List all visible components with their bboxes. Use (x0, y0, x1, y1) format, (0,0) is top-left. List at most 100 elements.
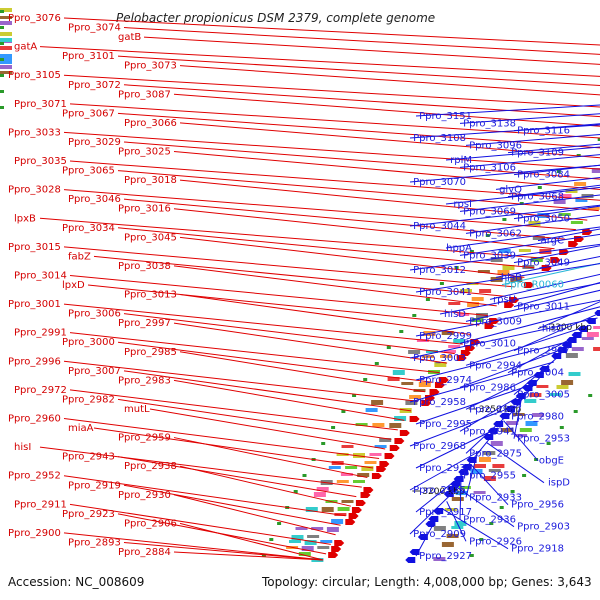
gene-label[interactable]: Ppro_2930 (118, 490, 171, 501)
gene-label[interactable]: Ppro_R0060 (504, 280, 564, 291)
gene-label[interactable]: Ppro_3005 (517, 390, 570, 401)
gene-label[interactable]: Ppro_2923 (62, 509, 115, 520)
gene-label[interactable]: Ppro_3076 (8, 13, 61, 24)
gene-label[interactable]: Ppro_3067 (62, 108, 115, 119)
gene-label[interactable]: rpsI (453, 199, 472, 210)
gene-label[interactable]: hisI (14, 442, 31, 453)
gene-label[interactable]: Ppro_3004 (511, 368, 564, 379)
gene-label[interactable]: Ppro_3049 (517, 258, 570, 269)
gene-label[interactable]: gatB (118, 32, 141, 43)
gene-label[interactable]: Ppro_2918 (511, 544, 564, 555)
gene-label[interactable]: Ppro_2975 (469, 448, 522, 459)
gene-label[interactable]: Ppro_3138 (463, 118, 516, 129)
gene-label[interactable]: Ppro_3066 (124, 118, 177, 129)
gene-label[interactable]: Ppro_2967 (469, 404, 522, 415)
gene-label[interactable]: Ppro_2991 (14, 328, 67, 339)
gene-label[interactable]: Ppro_2995 (419, 419, 472, 430)
gene-label[interactable]: Ppro_2952 (8, 471, 61, 482)
gene-label[interactable]: Ppro_3033 (8, 127, 61, 138)
gene-label[interactable]: Ppro_3065 (62, 166, 115, 177)
gene-label[interactable]: Ppro_2980 (511, 412, 564, 423)
gene-label[interactable]: Ppro_3106 (463, 162, 516, 173)
gene-label[interactable]: Ppro_2933 (469, 492, 522, 503)
gene-label[interactable]: Ppro_3038 (118, 261, 171, 272)
gene-label[interactable]: Ppro_3018 (124, 175, 177, 186)
gene-label[interactable]: Ppro_2983 (118, 375, 171, 386)
gene-label[interactable]: Ppro_3010 (463, 338, 516, 349)
gene-label[interactable]: mutL (124, 404, 150, 415)
gene-label[interactable]: Ppro_2958 (413, 397, 466, 408)
gene-label[interactable]: Ppro_3039 (463, 250, 516, 261)
gene-label[interactable]: Ppro_3012 (413, 265, 466, 276)
gene-label[interactable]: Ppro_3069 (463, 206, 516, 217)
gene-label[interactable]: Ppro_3116 (517, 126, 570, 137)
gene-label[interactable]: Ppro_3035 (14, 156, 67, 167)
gene-label[interactable]: Ppro_2953 (517, 434, 570, 445)
gene-label[interactable]: Ppro_3015 (8, 242, 61, 253)
gene-label[interactable]: Ppro_3011 (517, 302, 570, 313)
gene-label[interactable]: Ppro_2997 (118, 318, 171, 329)
gene-label[interactable]: obgE (539, 456, 564, 467)
gene-label[interactable]: Ppro_3070 (413, 177, 466, 188)
gene-label[interactable]: Ppro_3072 (68, 80, 121, 91)
gene-label[interactable]: Ppro_3084 (517, 170, 570, 181)
gene-label[interactable]: Ppro_2985 (124, 347, 177, 358)
gene-label[interactable]: Ppro_3006 (68, 309, 121, 320)
gene-label[interactable]: Ppro_2959 (118, 433, 171, 444)
gene-label[interactable]: Ppro_3013 (124, 290, 177, 301)
gene-label[interactable]: Ppro_3028 (8, 185, 61, 196)
gene-label[interactable]: Ppro_3025 (118, 147, 171, 158)
gene-label[interactable]: Ppro_2925 (413, 485, 466, 496)
gene-label[interactable]: Ppro_2919 (68, 480, 121, 491)
gene-label[interactable]: Ppro_3068 (511, 192, 564, 203)
gene-label[interactable]: Ppro_2987 (517, 346, 570, 357)
gene-label[interactable]: miaA (68, 423, 94, 434)
gene-label[interactable]: Ppro_2986 (463, 382, 516, 393)
gene-label[interactable]: Ppro_3073 (124, 61, 177, 72)
gene-label[interactable]: Ppro_2884 (118, 547, 171, 558)
gene-label[interactable]: Ppro_3044 (413, 221, 466, 232)
gene-label[interactable]: Ppro_3000 (62, 337, 115, 348)
gene-label[interactable]: Ppro_2936 (463, 514, 516, 525)
gene-label[interactable]: Ppro_2938 (124, 461, 177, 472)
gene-label[interactable]: Ppro_2974 (419, 375, 472, 386)
gene-label[interactable]: Ppro_3105 (8, 70, 61, 81)
gene-label[interactable]: Ppro_2956 (511, 500, 564, 511)
gene-label[interactable]: Ppro_3016 (118, 204, 171, 215)
gene-label[interactable]: Ppro_2982 (62, 394, 115, 405)
gene-label[interactable]: fabZ (68, 251, 91, 262)
gene-label[interactable]: Ppro_3003 (413, 353, 466, 364)
gene-label[interactable]: Ppro_2955 (463, 470, 516, 481)
gene-label[interactable]: Ppro_3007 (68, 366, 121, 377)
gene-label[interactable]: Ppro_2911 (14, 499, 67, 510)
gene-label[interactable]: lpxD (62, 280, 85, 291)
gene-label[interactable]: hppA (446, 243, 472, 254)
gene-label[interactable]: Ppro_3062 (469, 228, 522, 239)
gene-label[interactable]: rplM (450, 155, 472, 166)
gene-label[interactable]: glyQ (499, 184, 522, 195)
gene-label[interactable]: argC (541, 236, 564, 247)
gene-label[interactable]: Ppro_3101 (62, 51, 115, 62)
gene-label[interactable]: Ppro_2972 (14, 385, 67, 396)
gene-label[interactable]: ispD (548, 478, 570, 489)
gene-label[interactable]: Ppro_2909 (413, 529, 466, 540)
gene-label[interactable]: Ppro_3071 (14, 99, 67, 110)
gene-label[interactable]: Ppro_3087 (118, 89, 171, 100)
gene-label[interactable]: Ppro_2900 (8, 528, 61, 539)
gene-label[interactable]: lpxB (14, 213, 36, 224)
gene-label[interactable]: Ppro_3034 (62, 223, 115, 234)
gene-label[interactable]: gatA (14, 42, 37, 53)
gene-label[interactable]: Ppro_3096 (469, 140, 522, 151)
gene-label[interactable]: hisD (444, 309, 466, 320)
gene-label[interactable]: Ppro_3074 (68, 23, 121, 34)
gene-label[interactable]: Ppro_2960 (8, 414, 61, 425)
gene-label[interactable]: Ppro_2934 (419, 463, 472, 474)
gene-label[interactable]: Ppro_2926 (469, 536, 522, 547)
gene-label[interactable]: Ppro_3109 (511, 148, 564, 159)
gene-label[interactable]: hisG (542, 324, 564, 335)
gene-label[interactable]: Ppro_2943 (62, 452, 115, 463)
gene-label[interactable]: Ppro_2893 (68, 537, 121, 548)
gene-label[interactable]: Ppro_3046 (68, 194, 121, 205)
gene-label[interactable]: Ppro_3041 (419, 287, 472, 298)
gene-label[interactable]: Ppro_3050 (517, 214, 570, 225)
